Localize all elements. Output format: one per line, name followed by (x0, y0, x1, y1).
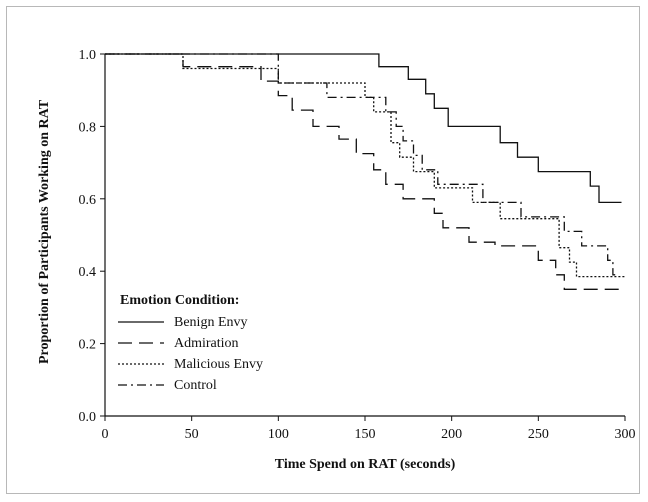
x-tick-label: 200 (441, 427, 462, 442)
x-tick-label: 50 (185, 427, 199, 442)
y-tick-label: 0.4 (79, 265, 97, 280)
series-line-control (105, 54, 616, 275)
y-tick-label: 0.2 (79, 338, 97, 353)
x-tick-label: 300 (615, 427, 636, 442)
y-axis-title: Proportion of Participants Working on RA… (37, 99, 52, 364)
y-tick-label: 0.0 (79, 410, 97, 425)
series-group (105, 54, 625, 289)
ticks: 0 50 100 150 200 250 300 0.0 0.2 0.4 0.6 0.8 1.0 (79, 48, 636, 442)
y-tick-label: 0.8 (79, 120, 97, 135)
legend-title: Emotion Condition: (120, 293, 239, 308)
series-line-malicious-envy (105, 54, 625, 277)
x-tick-label: 250 (528, 427, 549, 442)
legend-label-control: Control (174, 378, 217, 393)
legend: Emotion Condition: Benign Envy Admiration… (118, 293, 263, 393)
x-axis-title: Time Spend on RAT (seconds) (275, 457, 456, 472)
x-tick-label: 150 (355, 427, 376, 442)
y-tick-label: 1.0 (79, 48, 97, 63)
legend-label-malicious-envy: Malicious Envy (174, 357, 263, 372)
legend-label-benign-envy: Benign Envy (174, 315, 248, 330)
x-tick-label: 0 (102, 427, 109, 442)
series-line-benign-envy (105, 54, 622, 202)
x-tick-label: 100 (268, 427, 289, 442)
y-tick-label: 0.6 (79, 193, 97, 208)
legend-label-admiration: Admiration (174, 336, 239, 351)
